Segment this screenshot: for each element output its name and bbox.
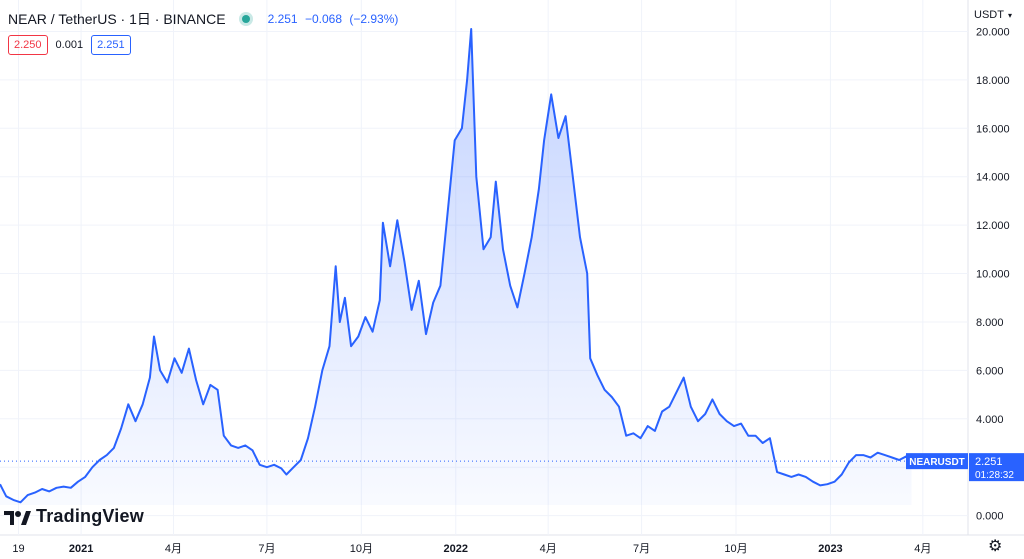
y-tick-label: 8.000	[976, 317, 1004, 329]
price-change: −0.068	[304, 12, 342, 26]
currency-selector[interactable]: USDT ▾	[974, 9, 1012, 21]
last-price: 2.251	[267, 12, 298, 26]
tradingview-logo[interactable]: TradingView	[4, 506, 144, 527]
y-tick-label: 20.000	[976, 26, 1010, 38]
x-tick-label: 2022	[444, 543, 468, 555]
status-dot-icon	[241, 15, 250, 23]
last-price-tag: NEARUSDT 2.251 01:28:32	[906, 453, 1024, 482]
symbol-label-bg	[906, 453, 968, 470]
time-axis[interactable]: 19 2021 4月 7月 10月 2022 4月 7月 10月 2023 4月	[12, 543, 931, 555]
series-line	[0, 28, 913, 504]
plot-area	[0, 28, 968, 505]
gear-icon[interactable]: ⚙	[988, 538, 1003, 555]
y-tick-label: 4.000	[976, 414, 1004, 426]
y-tick-label: 10.000	[976, 269, 1010, 281]
chevron-down-icon: ▾	[1007, 10, 1012, 20]
y-tick-label: 6.000	[976, 365, 1004, 377]
x-tick-label: 19	[12, 543, 24, 555]
logo-text: TradingView	[36, 506, 144, 526]
y-tick-label: 12.000	[976, 220, 1010, 232]
x-tick-label: 10月	[724, 543, 747, 555]
symbol-label: NEARUSDT	[909, 457, 965, 468]
countdown-label: 01:28:32	[975, 470, 1014, 481]
y-tick-label: 0.000	[976, 511, 1004, 523]
buy-button[interactable]: 2.251	[91, 35, 131, 55]
y-tick-label: 14.000	[976, 172, 1010, 184]
buy-sell-panel: 2.250 0.001 2.251	[8, 35, 131, 55]
sell-button[interactable]: 2.250	[8, 35, 48, 55]
y-tick-label: 18.000	[976, 75, 1010, 87]
x-tick-label: 2021	[69, 543, 93, 555]
legend-header: NEAR / TetherUS · 1日 · BINANCE 2.251 −0.…	[8, 9, 402, 29]
symbol-title[interactable]: NEAR / TetherUS · 1日 · BINANCE	[8, 11, 226, 27]
x-tick-label: 4月	[914, 543, 931, 555]
x-tick-label: 4月	[540, 543, 557, 555]
x-tick-label: 7月	[258, 543, 275, 555]
x-tick-label: 4月	[165, 543, 182, 555]
price-label: 2.251	[975, 456, 1003, 468]
spread-value: 0.001	[55, 39, 84, 51]
price-change-pct: (−2.93%)	[349, 12, 399, 26]
price-label-bg	[969, 453, 1024, 482]
y-tick-label: 16.000	[976, 123, 1010, 135]
price-axis[interactable]: 0.0002.0004.0006.0008.00010.00012.00014.…	[976, 26, 1010, 522]
tradingview-logo-icon	[4, 510, 31, 525]
currency-label: USDT	[974, 9, 1004, 21]
x-tick-label: 7月	[633, 543, 650, 555]
price-summary: 2.251 −0.068 (−2.93%)	[268, 12, 403, 26]
x-tick-label: 2023	[818, 543, 842, 555]
x-tick-label: 10月	[350, 543, 373, 555]
series-area	[0, 29, 912, 505]
